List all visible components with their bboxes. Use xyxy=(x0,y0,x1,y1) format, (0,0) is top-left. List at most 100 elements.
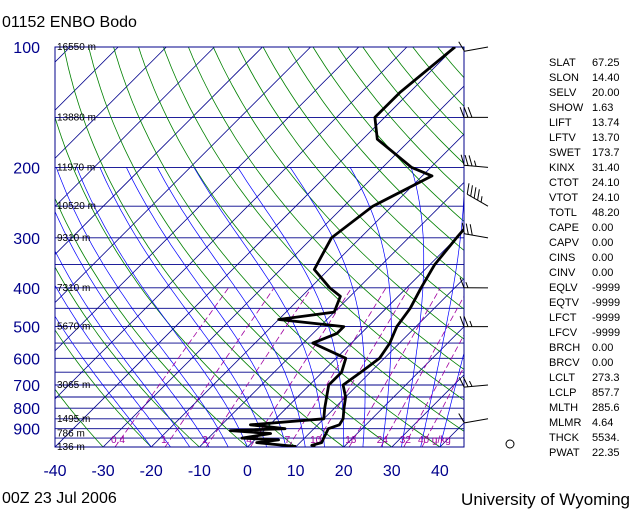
temperature-axis: -40 -30 -20 -10 0 10 20 30 40 xyxy=(43,463,448,480)
wind-barb xyxy=(466,183,489,207)
index-row: EQTV -9999 xyxy=(549,296,631,311)
index-row: SELV 20.00 xyxy=(549,86,631,101)
isotherm xyxy=(391,374,464,447)
index-key: LFCT xyxy=(549,312,577,324)
wind-barb xyxy=(461,222,489,239)
barb-full xyxy=(470,185,473,197)
mixing-ratio-label: 0.4 xyxy=(111,435,125,446)
height-label: 16550 m xyxy=(57,42,96,53)
index-key: THCK xyxy=(549,432,579,444)
mixing-ratio-labels: 0.4 1 2 4 7 10 16 24 32 40 g/kg xyxy=(111,435,451,446)
index-row: SLON 14.40 xyxy=(549,71,631,86)
index-key: MLTH xyxy=(549,402,579,414)
barb-full xyxy=(459,106,465,118)
moist-adiabat xyxy=(55,250,190,447)
index-row: PWAT 22.35 xyxy=(549,446,631,461)
index-value: 14.40 xyxy=(592,72,620,84)
index-row: BRCH 0.00 xyxy=(549,341,631,356)
pressure-tick-label: 300 xyxy=(13,231,40,248)
index-value: 5534. xyxy=(592,432,620,444)
index-key: BRCV xyxy=(549,357,580,369)
height-label: 136 m xyxy=(57,442,85,453)
valid-time: 00Z 23 Jul 2006 xyxy=(2,490,117,507)
index-key: SHOW xyxy=(549,102,584,114)
height-labels: 16550 m 13880 m 11970 m 10520 m 9310 m 7310 m… xyxy=(57,42,96,453)
isotherm xyxy=(102,85,464,447)
mixing-ratio-line xyxy=(403,334,464,447)
barb-full xyxy=(464,154,469,166)
mixing-ratio-line xyxy=(250,287,352,447)
index-key: SWET xyxy=(549,147,581,159)
barb-half xyxy=(465,282,469,289)
dry-adiabat xyxy=(362,47,464,165)
barb-staff xyxy=(464,46,489,52)
index-row: BRCV 0.00 xyxy=(549,356,631,371)
index-row: CINV 0.00 xyxy=(549,266,631,281)
moist-adiabat xyxy=(156,167,306,447)
mixing-ratio-line xyxy=(164,287,275,447)
mixing-ratio-line xyxy=(205,287,312,447)
index-key: CTOT xyxy=(549,177,579,189)
index-key: LFTV xyxy=(549,132,576,144)
moist-adiabat xyxy=(55,284,171,447)
barb-full xyxy=(463,106,469,118)
barb-half xyxy=(469,380,473,387)
barb-half xyxy=(480,196,483,203)
mixing-ratio-label: 4 xyxy=(246,435,252,446)
temperature-tick-label: -10 xyxy=(188,463,211,480)
index-value: 22.35 xyxy=(592,447,620,459)
isotherm xyxy=(55,47,263,256)
dry-adiabat xyxy=(63,47,344,447)
barb-full xyxy=(458,377,465,388)
index-key: EQLV xyxy=(549,282,578,294)
stability-indices: SLAT 67.25 SLON 14.40 SELV 20.00 SHOW 1.63 LIFT 1… xyxy=(549,56,631,461)
data-source: University of Wyoming xyxy=(461,490,630,509)
barb-full xyxy=(463,316,469,327)
height-label: 11970 m xyxy=(57,162,95,173)
mixing-ratio-line xyxy=(313,287,410,447)
index-key: SLAT xyxy=(549,57,576,69)
index-value: 20.00 xyxy=(592,87,620,99)
index-key: CAPV xyxy=(549,237,579,249)
barb-full xyxy=(458,41,465,52)
height-label: 1495 m xyxy=(57,414,90,425)
index-row: LFCT -9999 xyxy=(549,311,631,326)
index-value: 1.63 xyxy=(592,102,614,114)
temperature-profile xyxy=(310,226,464,447)
pressure-tick-label: 100 xyxy=(13,40,40,57)
barb-full xyxy=(460,154,465,166)
dry-adiabat xyxy=(55,266,200,447)
isotherm xyxy=(343,326,464,447)
index-value: 13.70 xyxy=(592,132,620,144)
diagram-grid xyxy=(55,47,464,447)
dry-adiabat xyxy=(138,47,464,432)
barb-full xyxy=(477,189,480,201)
isotherm xyxy=(199,181,464,447)
index-value: 857.7 xyxy=(592,387,620,399)
index-row: LFCV -9999 xyxy=(549,326,631,341)
wind-barb xyxy=(460,154,489,168)
moist-adiabat xyxy=(289,167,366,447)
temperature-tick-label: 30 xyxy=(383,463,401,480)
barb-staff xyxy=(466,193,489,207)
index-row: TOTL 48.20 xyxy=(549,206,631,221)
index-row: CAPE 0.00 xyxy=(549,221,631,236)
index-key: BRCH xyxy=(549,342,581,354)
index-value: -9999 xyxy=(592,327,621,339)
mixing-ratio-label: 40 g/kg xyxy=(418,435,451,446)
index-key: CAPE xyxy=(549,222,579,234)
index-value: 0.00 xyxy=(592,267,614,279)
dry-adiabat xyxy=(55,197,248,447)
index-key: CINS xyxy=(549,252,576,264)
mixing-ratio-label: 24 xyxy=(377,435,389,446)
isotherm xyxy=(55,47,360,352)
index-key: SELV xyxy=(549,87,577,99)
isotherm xyxy=(55,47,311,304)
index-row: MLMR 4.64 xyxy=(549,416,631,431)
index-key: VTOT xyxy=(549,192,579,204)
pressure-tick-label: 900 xyxy=(13,422,40,439)
height-label: 5670 m xyxy=(57,322,90,333)
dry-adiabat xyxy=(212,47,464,340)
isotherm xyxy=(295,278,464,447)
index-key: TOTL xyxy=(549,207,577,219)
